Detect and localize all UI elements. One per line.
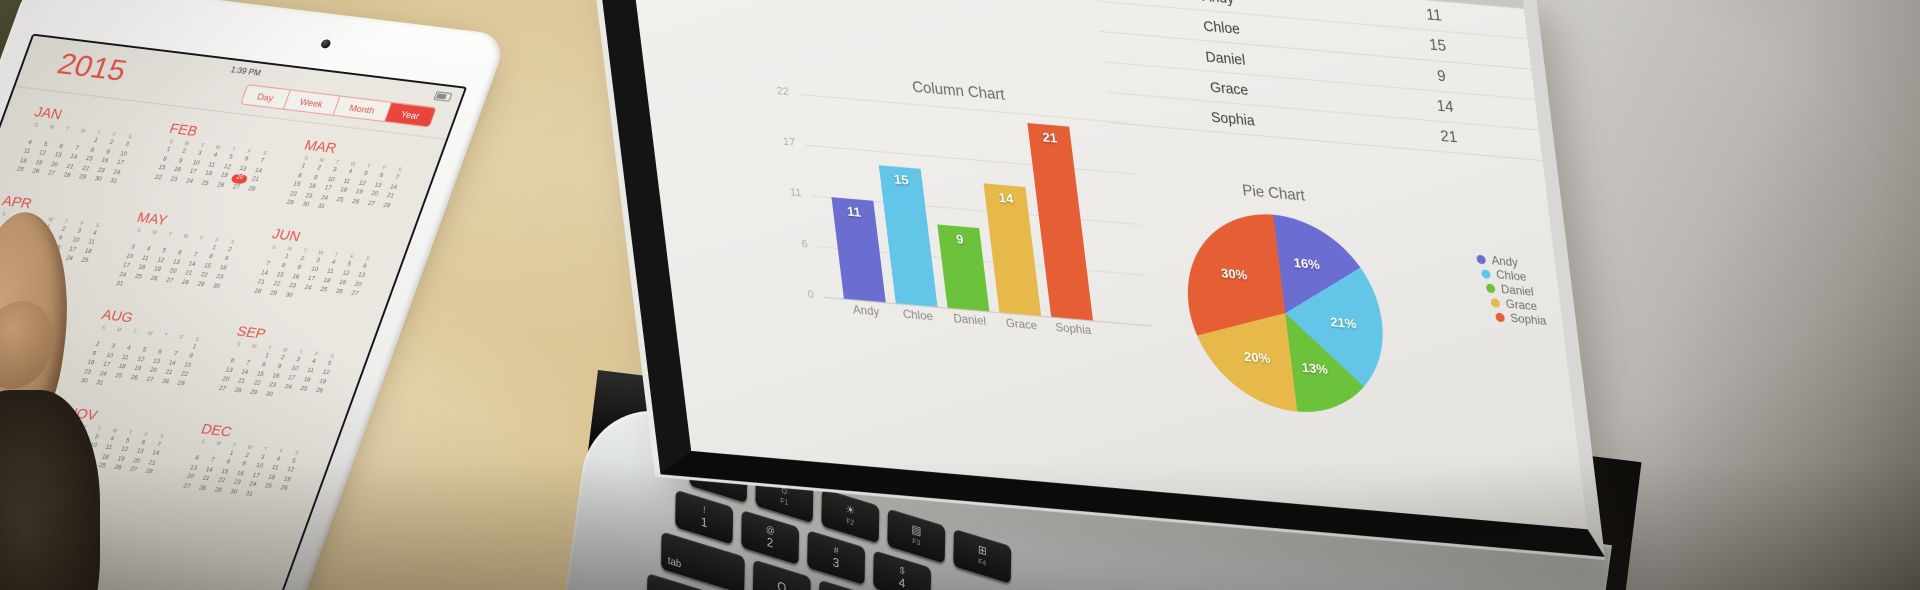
x-axis-label: Andy: [852, 304, 881, 319]
column-chart: Column Chart 22 17 11 6 0 11 Andy 15 Chloe 9 Danie…: [738, 64, 1204, 337]
bar-value-label: 9: [955, 231, 965, 248]
month-dec: DEC S M T W T F S 1 2 3 4 5 6 7 8 9 10 11 12 13 14 15 16 17 18 19 2…: [177, 420, 312, 504]
month-jun: JUN S M T W T F S 1 2 3 4 5 6 7 8 9 10 11 12 13 14 15 16 17 18 19 2…: [245, 225, 383, 318]
x-axis-label: Daniel: [952, 313, 987, 329]
battery-icon: [433, 91, 453, 102]
day-cell: 31: [95, 380, 104, 387]
launchpad-icon: ⊞: [977, 543, 987, 559]
day-cell: 26: [314, 387, 324, 395]
fn-key-label: F1: [780, 497, 789, 508]
day-cell: 30: [212, 283, 221, 290]
mission-control-icon: ▤: [911, 523, 922, 539]
laptop-screen: UNITS SOLD Andy11Chloe15Daniel9Grace14So…: [590, 0, 1605, 557]
day-cell: 28: [382, 202, 392, 209]
pie-graphic: [1176, 206, 1394, 421]
calendar-year-label: 2015: [53, 47, 131, 88]
bar-value-label: 15: [893, 171, 910, 188]
key-symbol: $: [899, 563, 905, 576]
day-cell: 31: [109, 178, 118, 185]
key-label: 3: [832, 553, 840, 571]
y-axis-tick: 0: [807, 288, 815, 302]
fn-key-label: F4: [978, 558, 987, 568]
bar-grace: 14: [983, 183, 1042, 316]
pie-legend: Andy Chloe Daniel Grace Sophia: [1476, 253, 1547, 330]
fn-key-label: F2: [846, 517, 855, 528]
legend-label: Andy: [1490, 254, 1519, 269]
bar-daniel: 9: [937, 224, 990, 312]
legend-dot: [1480, 269, 1491, 279]
key-label: 1: [700, 513, 708, 531]
key-3[interactable]: #3: [807, 530, 866, 586]
day-cell: 28: [144, 468, 154, 476]
month-mar: MAR S M T W T F S 1 2 3 4 5 6 7 8 9 10 11 12 13 14 15 16 17 18 19 2…: [280, 137, 415, 221]
view-tab-week[interactable]: Week: [282, 90, 340, 115]
bar-value-label: 21: [1041, 129, 1058, 146]
status-time: 1:39 PM: [229, 65, 263, 78]
brightness-low-icon: ☼: [779, 482, 790, 499]
key-2[interactable]: @2: [741, 509, 800, 565]
key-symbol: #: [833, 543, 839, 556]
day-cell: 25: [80, 257, 90, 264]
view-tab-year[interactable]: Year: [384, 102, 436, 127]
day-cell: 26: [279, 485, 289, 492]
bar-value-label: 14: [997, 189, 1015, 206]
day-cell: 31: [316, 203, 326, 211]
month-feb: FEB S M T W T F S 1 2 3 4 5 6 7 8 9 10 11 12 13 14 15 16 17 18 19 2…: [145, 120, 280, 204]
legend-label: Chloe: [1495, 268, 1528, 284]
legend-label: Grace: [1505, 297, 1538, 313]
day-cell: 31: [115, 280, 124, 288]
month-sep: SEP S M T W T F S 1 2 3 4 5 6 7 8 9 10 11 12 13 14 15 16 17 18 19 2…: [209, 322, 347, 415]
fn-key-label: F3: [912, 537, 921, 548]
x-axis-label: Grace: [1005, 317, 1038, 333]
gridline: [805, 144, 1135, 175]
view-tab-month[interactable]: Month: [332, 96, 391, 122]
legend-dot: [1476, 254, 1487, 265]
y-axis-tick: 6: [800, 237, 809, 251]
y-axis-tick: 11: [789, 186, 803, 200]
legend-dot: [1495, 312, 1506, 323]
legend-label: Sophia: [1509, 312, 1547, 328]
pie-chart-title: Pie Chart: [1241, 181, 1306, 205]
legend-dot: [1490, 297, 1501, 308]
bar-chloe: 15: [878, 164, 938, 307]
month-aug: AUG S M T W T F S 1 2 3 4 5 6 7 8 9 10 11 12 13 14 15 16 17 18 19 2…: [74, 306, 212, 399]
day-cell: 30: [284, 291, 294, 299]
bar-andy: 11: [831, 197, 886, 303]
front-camera-icon: [319, 38, 332, 49]
day-cell: 30: [264, 391, 274, 398]
day-cell: 31: [244, 490, 254, 498]
month-may: MAY S M T W T F S 1 2 3 4 5 6 7 8 9 10 11 12 13 14 15 16 17 18 19 2…: [110, 208, 248, 301]
bar-value-label: 11: [846, 203, 862, 220]
day-cell: 29: [176, 380, 186, 388]
y-axis-tick: 17: [782, 135, 796, 149]
brightness-high-icon: ☀: [845, 502, 856, 519]
x-axis-label: Chloe: [902, 308, 934, 324]
pie-chart: Pie Chart 16% 21% 13% 20% 30%: [1176, 182, 1394, 421]
month-jan: JAN S M T W T F S 1 2 3 4 5 6 7 8 9 10 11 12 13 14 15 16 17 18 19 2…: [10, 104, 145, 188]
day-cell: 28: [247, 185, 257, 193]
key-symbol: !: [703, 503, 706, 515]
legend-dot: [1485, 283, 1496, 294]
view-tab-day[interactable]: Day: [255, 91, 276, 103]
key-label: 2: [766, 533, 774, 551]
legend-label: Daniel: [1500, 283, 1535, 299]
day-cell: 27: [350, 290, 360, 298]
key-label: 4: [898, 574, 906, 590]
column-chart-plot: 22 17 11 6 0 11 Andy 15 Chloe 9 Daniel 14 Grace 21 Sop…: [776, 85, 1153, 337]
x-axis-label: Sophia: [1054, 322, 1093, 338]
